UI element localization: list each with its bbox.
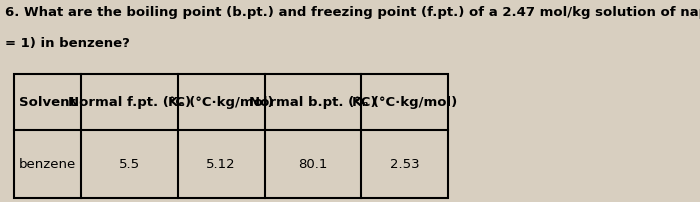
Text: Kₑ (°C·kg/mol): Kₑ (°C·kg/mol): [168, 96, 274, 109]
Text: 6. What are the boiling point (b.pt.) and freezing point (f.pt.) of a 2.47 mol/k: 6. What are the boiling point (b.pt.) an…: [4, 6, 700, 19]
Text: 2.53: 2.53: [390, 158, 419, 170]
Text: Normal b.pt. (°C): Normal b.pt. (°C): [249, 96, 377, 109]
Text: 80.1: 80.1: [298, 158, 328, 170]
Text: = 1) in benzene?: = 1) in benzene?: [4, 36, 130, 49]
Text: Solvent: Solvent: [19, 96, 76, 109]
Text: benzene: benzene: [19, 158, 76, 170]
Text: 5.12: 5.12: [206, 158, 236, 170]
Text: Kₙ (°C·kg/mol): Kₙ (°C·kg/mol): [352, 96, 457, 109]
Text: 5.5: 5.5: [119, 158, 140, 170]
Text: Normal f.pt. (°C): Normal f.pt. (°C): [68, 96, 191, 109]
